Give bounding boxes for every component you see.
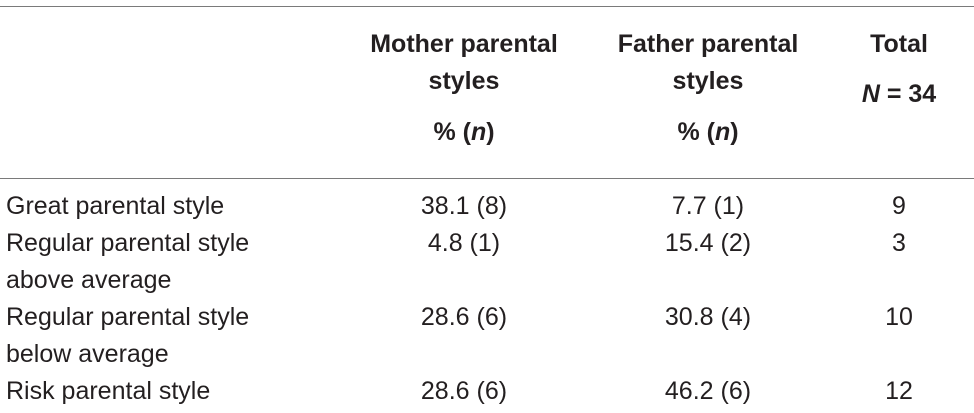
row-father-value: 7.7 (1): [671, 192, 745, 220]
header-mother-line2: styles: [428, 67, 500, 95]
header-total-n: N = 34: [861, 80, 937, 108]
row-mother-value: 38.1 (8): [420, 192, 508, 220]
row-label: Risk parental style: [6, 377, 211, 405]
row-mother-value: 28.6 (6): [420, 377, 508, 405]
header-total-line1: Total: [870, 30, 928, 58]
row-father-value: 46.2 (6): [664, 377, 752, 405]
row-total-value: 9: [892, 192, 906, 220]
table-top-rule: [0, 6, 974, 7]
row-mother-value: 28.6 (6): [420, 303, 508, 331]
row-total-value: 12: [885, 377, 913, 405]
row-label: Great parental style: [6, 192, 225, 220]
header-mother-unit: % (n): [433, 118, 495, 146]
row-label-continued: below average: [6, 340, 169, 368]
row-total-value: 3: [892, 229, 906, 257]
row-father-value: 15.4 (2): [664, 229, 752, 257]
row-label-continued: above average: [6, 266, 172, 294]
header-mother-line1: Mother parental: [370, 30, 558, 58]
row-label: Regular parental style: [6, 229, 250, 257]
row-total-value: 10: [885, 303, 913, 331]
header-father-line2: styles: [672, 67, 744, 95]
row-mother-value: 4.8 (1): [427, 229, 501, 257]
row-label: Regular parental style: [6, 303, 250, 331]
row-father-value: 30.8 (4): [664, 303, 752, 331]
header-father-line1: Father parental: [617, 30, 799, 58]
header-divider-rule: [0, 178, 974, 179]
header-father-unit: % (n): [677, 118, 739, 146]
